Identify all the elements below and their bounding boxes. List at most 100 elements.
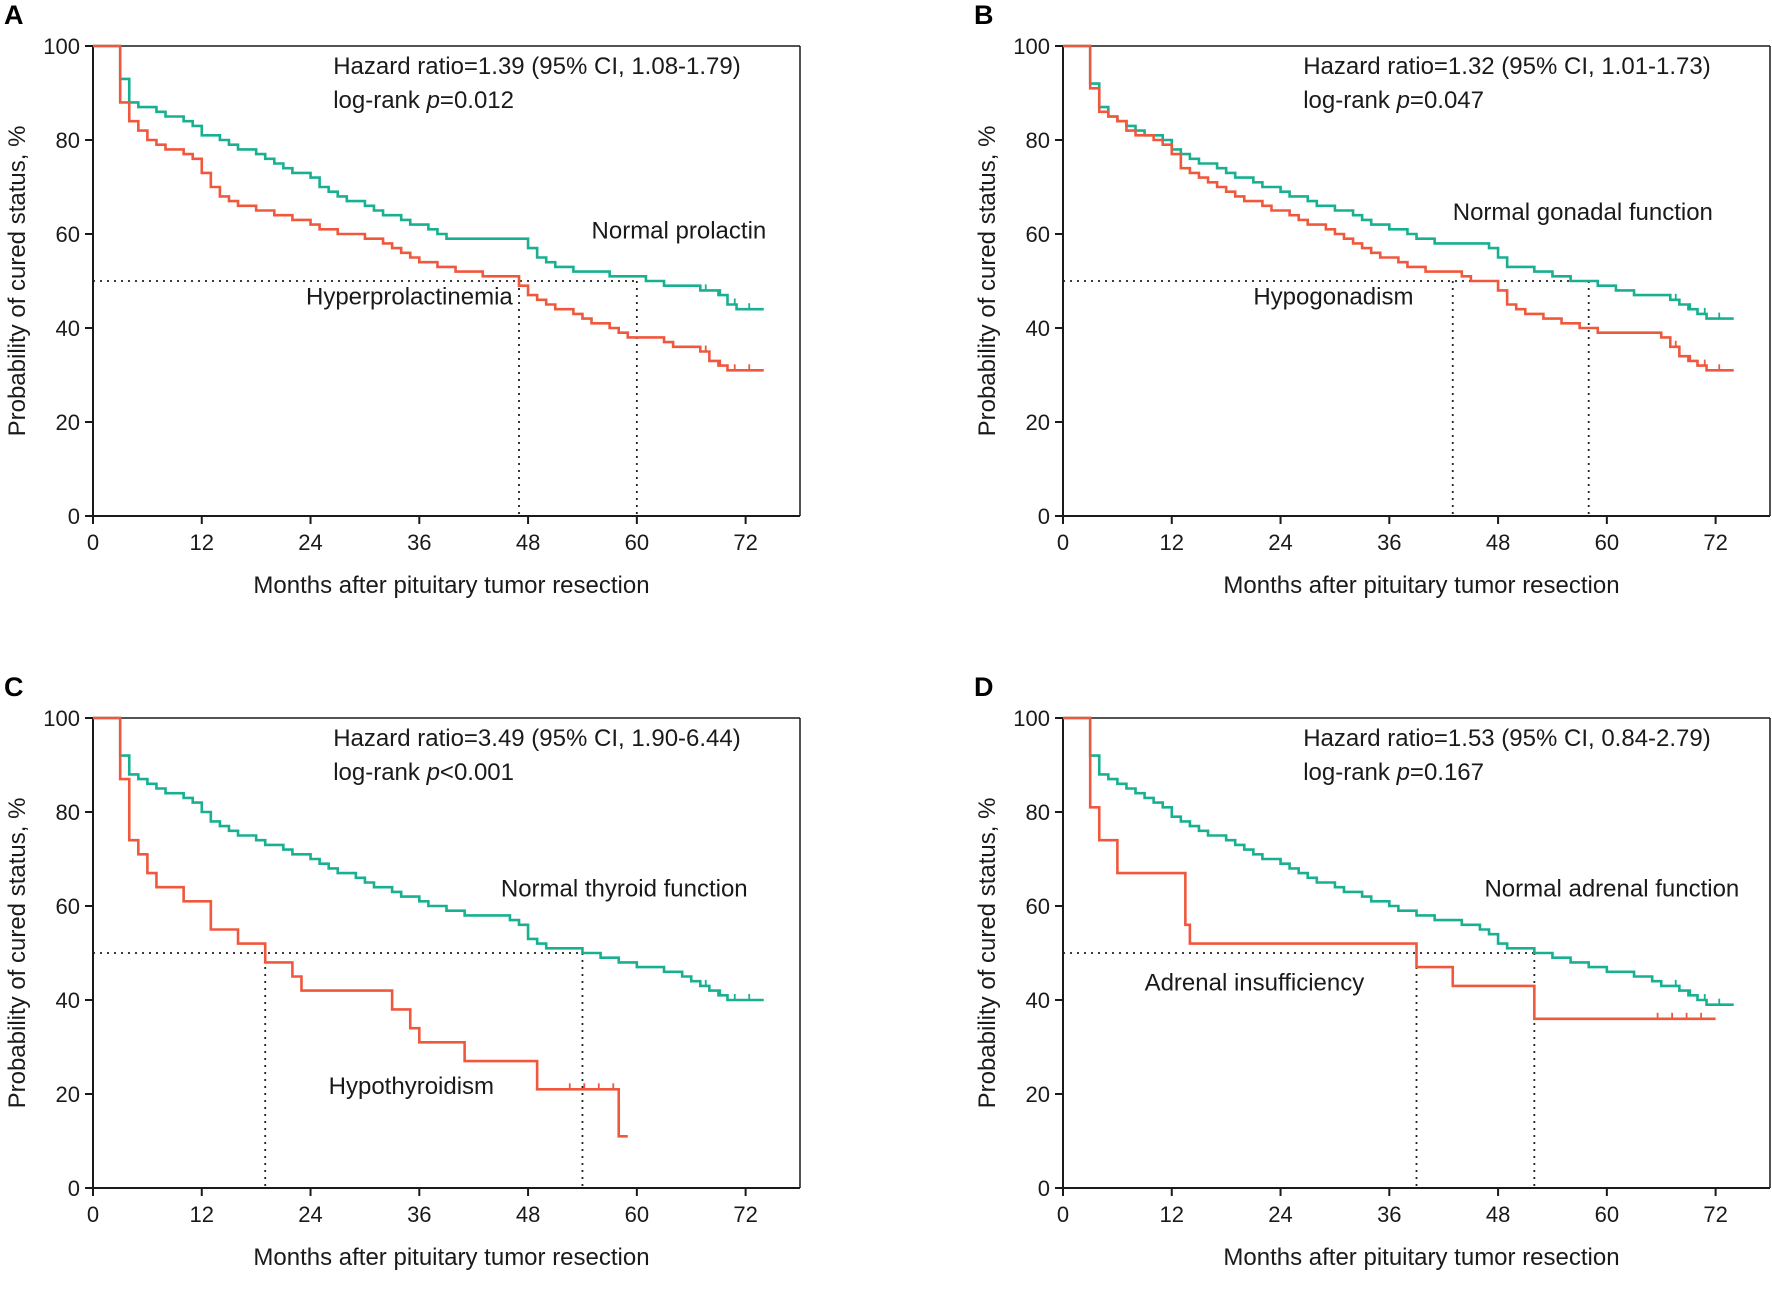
x-tick-label: 36 (1377, 530, 1401, 555)
x-tick-label: 36 (407, 1202, 431, 1227)
x-tick-label: 72 (1703, 1202, 1727, 1227)
x-tick-label: 60 (625, 1202, 649, 1227)
p-value: =0.012 (440, 87, 514, 114)
y-tick-label: 60 (1026, 222, 1050, 247)
p-symbol: p (426, 87, 440, 114)
y-axis-title: Probability of cured status, % (974, 126, 1001, 437)
y-axis-title: Probability of cured status, % (4, 798, 31, 1109)
logrank-text: log-rank p=0.047 (1303, 87, 1484, 114)
x-tick-label: 36 (407, 530, 431, 555)
x-tick-label: 12 (1160, 1202, 1184, 1227)
y-tick-label: 60 (56, 222, 80, 247)
logrank-label: log-rank (333, 87, 426, 114)
x-tick-label: 48 (516, 530, 540, 555)
p-value: =0.047 (1410, 87, 1484, 114)
normal-curve-label: Normal gonadal function (1453, 199, 1713, 226)
km-plot-c: 0 20 40 60 80 100 0 12 24 36 48 60 72 Months after pi… (4, 706, 801, 1271)
km-plot-a: 0 20 40 60 80 100 0 12 24 36 48 60 72 Months after pi… (4, 34, 801, 599)
x-axis-title: Months after pituitary tumor resection (1223, 1244, 1619, 1271)
normal-survival-curve (1063, 716, 1734, 1007)
y-tick-label: 0 (1038, 504, 1050, 529)
y-tick-label: 80 (56, 128, 80, 153)
x-tick-label: 12 (190, 530, 214, 555)
p-symbol: p (1396, 759, 1410, 786)
abnormal-survival-curve (93, 44, 764, 372)
x-tick-label: 48 (1486, 530, 1510, 555)
panel-letter: C (4, 672, 24, 702)
y-tick-label: 40 (1026, 316, 1050, 341)
x-tick-label: 0 (87, 1202, 99, 1227)
x-tick-label: 12 (190, 1202, 214, 1227)
x-tick-label: 36 (1377, 1202, 1401, 1227)
y-tick-label: 60 (56, 894, 80, 919)
y-tick-label: 0 (1038, 1176, 1050, 1201)
abnormal-curve-label: Hypogonadism (1253, 284, 1413, 311)
y-tick-label: 40 (56, 316, 80, 341)
y-tick-label: 20 (1026, 410, 1050, 435)
y-tick-label: 100 (43, 706, 80, 731)
panel-letter: D (974, 672, 994, 702)
x-tick-label: 24 (298, 1202, 322, 1227)
p-symbol: p (1396, 87, 1410, 114)
y-tick-label: 0 (68, 504, 80, 529)
y-tick-label: 20 (1026, 1082, 1050, 1107)
y-tick-label: 40 (1026, 988, 1050, 1013)
x-axis-title: Months after pituitary tumor resection (253, 1244, 649, 1271)
logrank-text: log-rank p=0.167 (1303, 759, 1484, 786)
x-tick-label: 72 (733, 1202, 757, 1227)
panel-letter: B (974, 0, 994, 30)
logrank-text: log-rank p<0.001 (333, 759, 514, 786)
logrank-label: log-rank (333, 759, 426, 786)
abnormal-survival-curve (1063, 44, 1734, 372)
abnormal-survival-curve (1063, 716, 1716, 1021)
x-tick-label: 60 (625, 530, 649, 555)
x-tick-label: 72 (1703, 530, 1727, 555)
y-tick-label: 40 (56, 988, 80, 1013)
km-plot-b: 0 20 40 60 80 100 0 12 24 36 48 60 72 Months after pi… (974, 34, 1771, 599)
x-tick-label: 0 (1057, 1202, 1069, 1227)
normal-survival-curve (93, 44, 764, 311)
y-tick-label: 0 (68, 1176, 80, 1201)
normal-curve-label: Normal thyroid function (501, 876, 748, 903)
y-tick-label: 80 (56, 800, 80, 825)
y-tick-label: 60 (1026, 894, 1050, 919)
p-symbol: p (426, 759, 440, 786)
logrank-text: log-rank p=0.012 (333, 87, 514, 114)
logrank-label: log-rank (1303, 759, 1396, 786)
panel-b: B 0 20 40 60 80 100 0 12 24 36 48 60 72 Months after … (970, 0, 1772, 620)
x-axis-title: Months after pituitary tumor resection (1223, 572, 1619, 599)
abnormal-curve-label: Hyperprolactinemia (306, 284, 513, 311)
x-tick-label: 60 (1595, 1202, 1619, 1227)
hazard-ratio-text: Hazard ratio=1.39 (95% CI, 1.08-1.79) (333, 53, 741, 80)
hazard-ratio-text: Hazard ratio=1.32 (95% CI, 1.01-1.73) (1303, 53, 1711, 80)
y-axis-title: Probability of cured status, % (4, 126, 31, 437)
x-axis-title: Months after pituitary tumor resection (253, 572, 649, 599)
x-tick-label: 0 (1057, 530, 1069, 555)
y-tick-label: 20 (56, 1082, 80, 1107)
x-tick-label: 72 (733, 530, 757, 555)
abnormal-curve-label: Hypothyroidism (329, 1073, 494, 1100)
y-tick-label: 80 (1026, 128, 1050, 153)
hazard-ratio-text: Hazard ratio=3.49 (95% CI, 1.90-6.44) (333, 725, 741, 752)
normal-curve-label: Normal adrenal function (1484, 876, 1739, 903)
panel-letter: A (4, 0, 24, 30)
panel-d: D 0 20 40 60 80 100 0 12 24 36 48 60 72 Months after … (970, 672, 1772, 1292)
logrank-label: log-rank (1303, 87, 1396, 114)
p-value: <0.001 (440, 759, 514, 786)
x-tick-label: 48 (516, 1202, 540, 1227)
y-tick-label: 100 (43, 34, 80, 59)
abnormal-curve-label: Adrenal insufficiency (1145, 970, 1365, 997)
x-tick-label: 60 (1595, 530, 1619, 555)
y-tick-label: 100 (1013, 706, 1050, 731)
y-tick-label: 20 (56, 410, 80, 435)
normal-curve-label: Normal prolactin (592, 218, 767, 245)
x-tick-label: 12 (1160, 530, 1184, 555)
panel-c: C 0 20 40 60 80 100 0 12 24 36 48 60 72 Months after … (0, 672, 870, 1292)
x-tick-label: 0 (87, 530, 99, 555)
p-value: =0.167 (1410, 759, 1484, 786)
x-tick-label: 24 (1268, 530, 1292, 555)
normal-survival-curve (93, 716, 764, 1002)
km-plot-d: 0 20 40 60 80 100 0 12 24 36 48 60 72 Months after pi… (974, 706, 1771, 1271)
panel-a: A 0 20 40 60 80 100 0 12 24 36 48 60 72 Months after … (0, 0, 870, 620)
